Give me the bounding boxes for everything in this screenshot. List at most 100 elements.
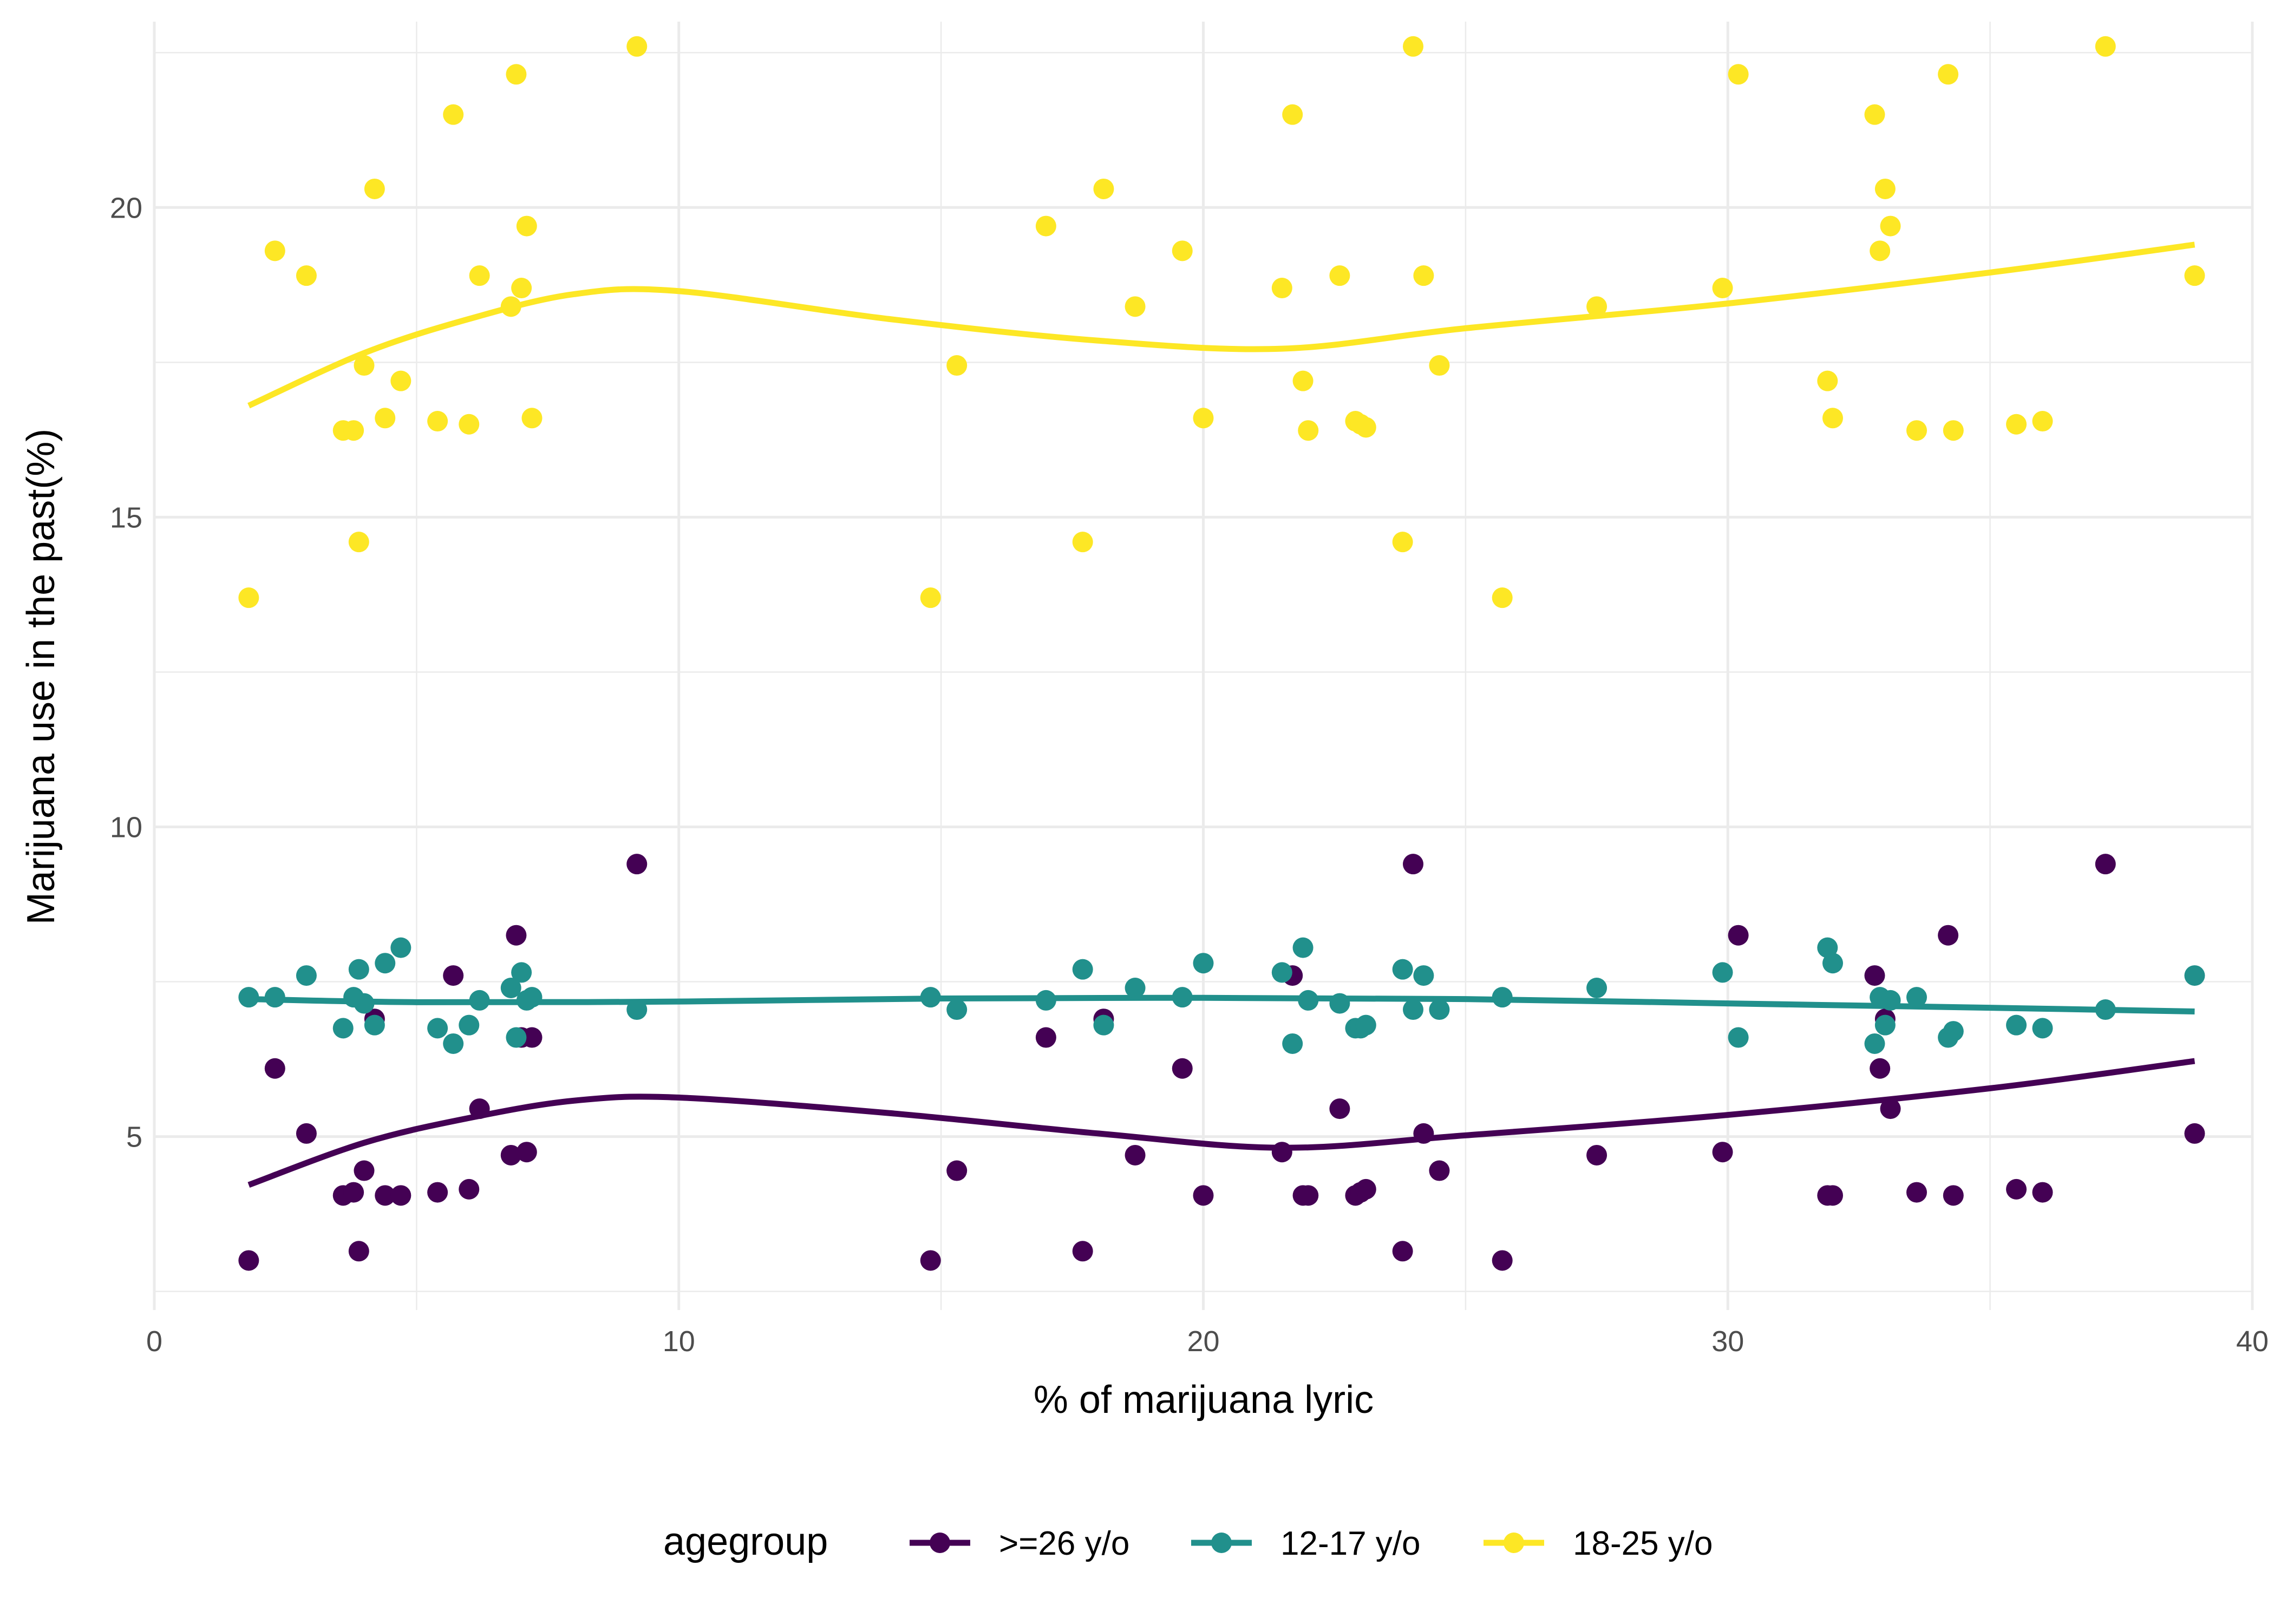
data-point (1193, 408, 1214, 429)
data-point (1586, 1144, 1608, 1165)
data-point (343, 1182, 364, 1203)
data-point (1413, 265, 1434, 286)
data-point (2095, 999, 2116, 1020)
data-point (443, 1033, 464, 1054)
data-point (1429, 355, 1450, 376)
data-point (521, 1027, 543, 1048)
data-point (348, 1241, 369, 1262)
data-point (354, 355, 375, 376)
data-point (459, 414, 480, 435)
data-point (459, 1014, 480, 1036)
data-point (1125, 296, 1146, 317)
data-point (390, 1185, 411, 1206)
data-point (2184, 965, 2205, 986)
data-point (427, 411, 448, 432)
legend-item: >=26 y/o (910, 1525, 1129, 1562)
data-point (1492, 1250, 1513, 1271)
data-point (946, 355, 968, 376)
data-point (2006, 414, 2027, 435)
data-point (1193, 953, 1214, 974)
x-tick-label: 0 (146, 1325, 162, 1358)
data-point (264, 1058, 285, 1079)
data-point (1864, 104, 1885, 125)
x-tick-label: 10 (663, 1325, 695, 1358)
data-point (427, 1018, 448, 1039)
data-point (1492, 987, 1513, 1008)
data-point (1712, 278, 1733, 299)
data-point (1822, 1185, 1843, 1206)
legend: agegroup >=26 y/o 12-17 y/o 18-25 y/o (663, 1520, 1713, 1563)
x-tick-label: 30 (1711, 1325, 1744, 1358)
data-point (375, 408, 396, 429)
data-points (238, 36, 2205, 1271)
trend-line (247, 1058, 2195, 1188)
legend-item: 18-25 y/o (1484, 1525, 1713, 1562)
data-point (296, 265, 317, 286)
data-point (1864, 965, 1885, 986)
data-point (354, 993, 375, 1014)
data-point (343, 420, 364, 441)
data-point (264, 240, 285, 261)
data-point (443, 104, 464, 125)
data-point (1193, 1185, 1214, 1206)
data-point (1870, 1058, 1891, 1079)
y-tick-label: 15 (110, 501, 142, 534)
legend-label: 18-25 y/o (1573, 1525, 1713, 1562)
data-point (506, 925, 527, 946)
data-point (1413, 1123, 1434, 1144)
data-point (1072, 959, 1093, 980)
data-point (1429, 999, 1450, 1020)
data-point (1093, 1014, 1114, 1036)
data-point (946, 999, 968, 1020)
data-point (1035, 215, 1056, 237)
data-point (1292, 937, 1314, 958)
data-point (1355, 1014, 1376, 1036)
data-point (1392, 532, 1413, 553)
data-point (1864, 1033, 1885, 1054)
data-point (1938, 64, 1959, 85)
trend-lines (247, 241, 2195, 1188)
y-tick-label: 5 (126, 1121, 142, 1154)
data-point (1329, 993, 1350, 1014)
data-point (443, 965, 464, 986)
legend-title: agegroup (663, 1520, 828, 1563)
data-point (354, 1160, 375, 1181)
data-point (1429, 1160, 1450, 1181)
legend-label: 12-17 y/o (1280, 1525, 1421, 1562)
data-point (1298, 420, 1319, 441)
data-point (946, 1160, 968, 1181)
data-point (521, 408, 543, 429)
data-point (1728, 64, 1749, 85)
data-point (1817, 370, 1838, 391)
data-point (1298, 1185, 1319, 1206)
data-point (332, 1018, 354, 1039)
data-point (516, 215, 537, 237)
data-point (1271, 1142, 1292, 1163)
data-point (626, 36, 648, 57)
data-point (1586, 296, 1608, 317)
data-point (1874, 1014, 1896, 1036)
y-axis-ticks: 5 10 15 20 (110, 192, 142, 1153)
data-point (1298, 990, 1319, 1011)
data-point (1938, 925, 1959, 946)
data-point (469, 990, 490, 1011)
data-point (1586, 978, 1608, 998)
data-point (1282, 1033, 1303, 1054)
data-point (390, 937, 411, 958)
data-point (1880, 1098, 1901, 1119)
data-point (626, 854, 648, 875)
data-point (296, 1123, 317, 1144)
data-point (500, 978, 521, 998)
data-point (469, 265, 490, 286)
x-tick-label: 20 (1187, 1325, 1219, 1358)
data-point (1035, 990, 1056, 1011)
data-point (1906, 420, 1927, 441)
data-point (469, 1098, 490, 1119)
data-point (500, 296, 521, 317)
data-point (516, 1142, 537, 1163)
data-point (1292, 370, 1314, 391)
data-point (2006, 1178, 2027, 1200)
data-point (920, 987, 941, 1008)
data-point (1172, 240, 1193, 261)
